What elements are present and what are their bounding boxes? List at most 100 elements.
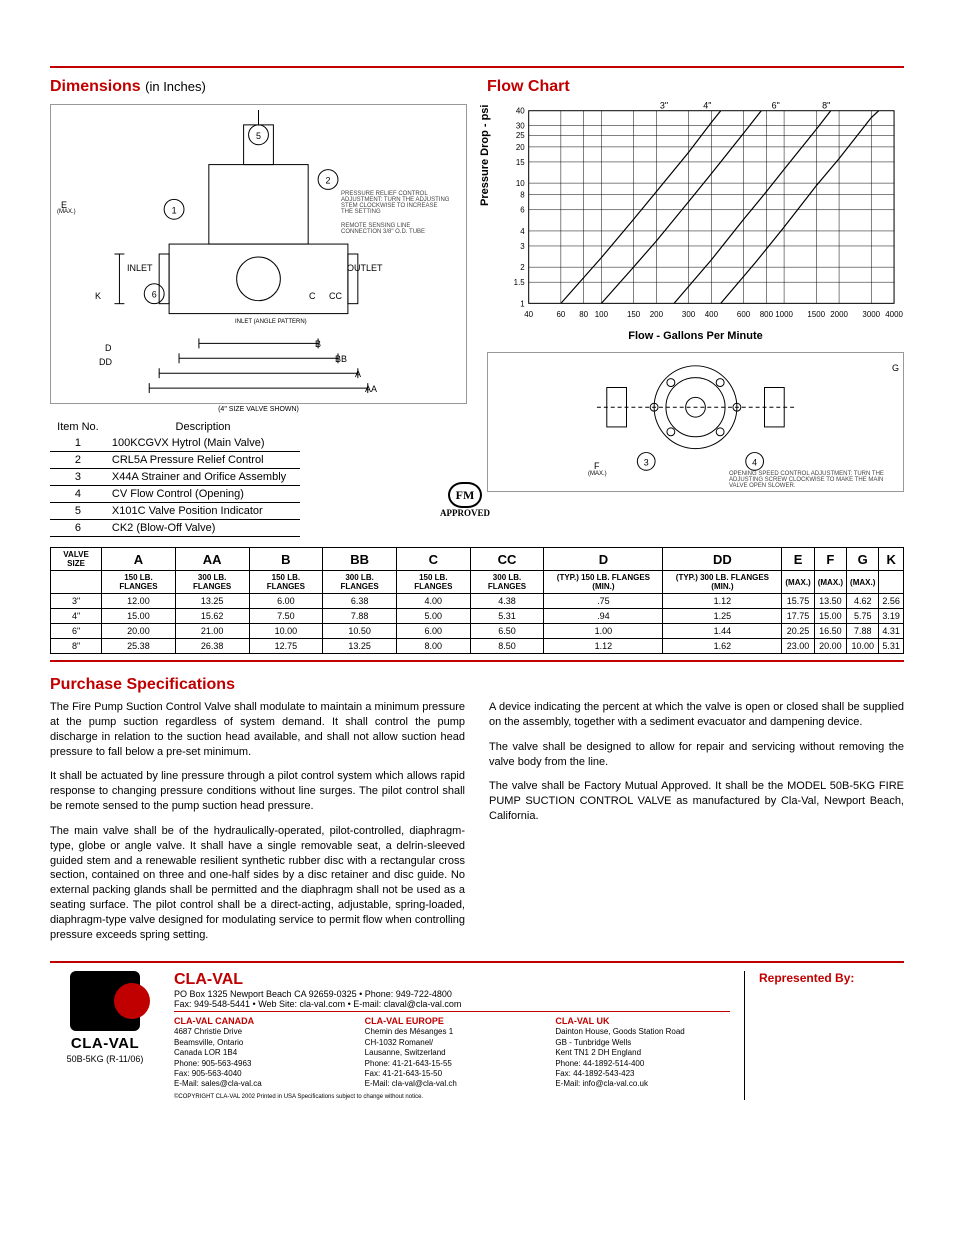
offices-row: CLA-VAL CANADA4687 Christie DriveBeamsvi… [174,1016,730,1090]
svg-text:6: 6 [152,290,157,300]
dim-F-max: (MAX.) [588,471,607,477]
svg-text:1.5: 1.5 [514,278,526,287]
table-row: 3X44A Strainer and Orifice Assembly [50,469,300,486]
svg-text:200: 200 [650,310,664,319]
dim-G: G [892,363,899,373]
dim-D: D [105,343,112,353]
valve-diagram: 1 2 5 6 E (MAX.) K D DD B BB A AA [50,104,467,404]
items-header-desc: Description [106,419,300,435]
dimensions-title-text: Dimensions [50,78,145,95]
svg-text:40: 40 [516,107,525,116]
dim-BB: BB [335,354,347,364]
svg-text:4": 4" [703,101,711,111]
svg-text:8: 8 [520,191,525,200]
dim-AA: AA [365,384,377,394]
items-table: Item No. Description 1100KCGVX Hytrol (M… [50,419,300,537]
dims-header-row: VALVE SIZE A AA B BB C CC D DD E F G K [51,548,904,571]
flow-column: Flow Chart Pressure Drop - psi 406080100… [487,78,904,537]
flow-chart-svg: 4060801001502003004006008001000150020003… [487,96,904,326]
dim-A: A [355,369,361,379]
table-row: 2CRL5A Pressure Relief Control [50,452,300,469]
office: CLA-VAL UKDainton House, Goods Station R… [555,1016,730,1090]
svg-text:3: 3 [520,242,525,251]
hq-line2: Fax: 949-548-5441 • Web Site: cla-val.co… [174,999,730,1012]
svg-text:4: 4 [520,227,525,236]
company-name: CLA-VAL [174,971,730,989]
fm-approved: APPROVED [440,508,490,518]
svg-text:30: 30 [516,122,525,131]
table-row: 6CK2 (Blow-Off Valve) [50,520,300,537]
side-view-diagram: 3 4 G F (MAX.) OPENING SPEED CONTROL ADJ… [487,352,904,492]
dim-DD: DD [99,357,112,367]
svg-text:2: 2 [520,263,525,272]
fm-oval: FM [448,482,482,508]
table-row: 3"12.0013.256.006.384.004.38.751.1215.75… [51,594,904,609]
svg-text:6: 6 [520,206,525,215]
purchase-title: Purchase Specifications [50,676,904,694]
revision: 50B-5KG (R-11/06) [50,1054,160,1064]
svg-text:150: 150 [627,310,641,319]
svg-text:100: 100 [595,310,609,319]
svg-text:1: 1 [172,205,177,215]
dim-F: F [594,461,600,471]
flow-chart: Pressure Drop - psi 40608010015020030040… [487,96,904,326]
purchase-body: The Fire Pump Suction Control Valve shal… [50,700,904,943]
svg-text:60: 60 [556,310,565,319]
opening-note: OPENING SPEED CONTROL ADJUSTMENT: TURN T… [729,471,899,489]
represented-by: Represented By: [744,971,904,1100]
svg-text:5: 5 [256,131,261,141]
table-row: 4CV Flow Control (Opening) [50,486,300,503]
table-row: 1100KCGVX Hytrol (Main Valve) [50,435,300,452]
svg-text:600: 600 [737,310,751,319]
page: Dimensions (in Inches) 1 2 5 6 [50,66,904,1100]
svg-text:8": 8" [822,101,830,111]
svg-text:3": 3" [660,101,668,111]
inlet-label: INLET [127,263,153,273]
top-rule [50,66,904,68]
svg-text:20: 20 [516,143,525,152]
angle-note: INLET (ANGLE PATTERN) [235,319,307,325]
relief-note: PRESSURE RELIEF CONTROL ADJUSTMENT: TURN… [341,191,451,215]
valve-svg: 1 2 5 6 [51,105,466,403]
office: CLA-VAL EUROPEChemin des Mésanges 1CH-10… [365,1016,540,1090]
dimensions-sub: (in Inches) [145,79,206,94]
svg-text:300: 300 [682,310,696,319]
outlet-label: OUTLET [347,263,383,273]
logo-icon [70,971,140,1031]
office: CLA-VAL CANADA4687 Christie DriveBeamsvi… [174,1016,349,1090]
dimensions-title: Dimensions (in Inches) [50,78,467,96]
fm-badge: FM APPROVED [440,482,490,518]
dim-C: C [309,291,316,301]
table-row: 8"25.3826.3812.7513.258.008.501.121.6223… [51,639,904,654]
svg-text:1500: 1500 [807,310,825,319]
items-tbody: 1100KCGVX Hytrol (Main Valve) 2CRL5A Pre… [50,435,300,537]
dims-subheader-row: 150 LB. FLANGES 300 LB. FLANGES 150 LB. … [51,571,904,594]
dimensions-column: Dimensions (in Inches) 1 2 5 6 [50,78,467,537]
dimensions-table: VALVE SIZE A AA B BB C CC D DD E F G K 1… [50,547,904,654]
dim-K: K [95,291,101,301]
table-row: 6"20.0021.0010.0010.506.006.501.001.4420… [51,624,904,639]
svg-text:10: 10 [516,179,525,188]
purchase-section: Purchase Specifications The Fire Pump Su… [50,676,904,943]
mid-rule [50,660,904,662]
svg-text:3000: 3000 [862,310,880,319]
svg-text:40: 40 [524,310,533,319]
logo-box: CLA-VAL 50B-5KG (R-11/06) [50,971,160,1100]
svg-text:800: 800 [760,310,774,319]
svg-text:25: 25 [516,131,525,140]
svg-text:1000: 1000 [775,310,793,319]
dim-B: B [315,339,321,349]
svg-text:1: 1 [520,299,525,308]
dim-E-max: (MAX.) [57,209,76,215]
table-row: 4"15.0015.627.507.885.005.31.941.2517.75… [51,609,904,624]
hq-line1: PO Box 1325 Newport Beach CA 92659-0325 … [174,989,730,999]
svg-text:80: 80 [579,310,588,319]
top-row: Dimensions (in Inches) 1 2 5 6 [50,78,904,537]
dim-CC: CC [329,291,342,301]
flow-y-label: Pressure Drop - psi [479,105,491,206]
svg-text:4000: 4000 [885,310,903,319]
diagram-caption: (4" SIZE VALVE SHOWN) [50,406,467,413]
copyright: ©COPYRIGHT CLA-VAL 2002 Printed in USA S… [174,1094,730,1100]
items-header-no: Item No. [50,419,106,435]
remote-note: REMOTE SENSING LINE CONNECTION 3/8" O.D.… [341,223,451,235]
